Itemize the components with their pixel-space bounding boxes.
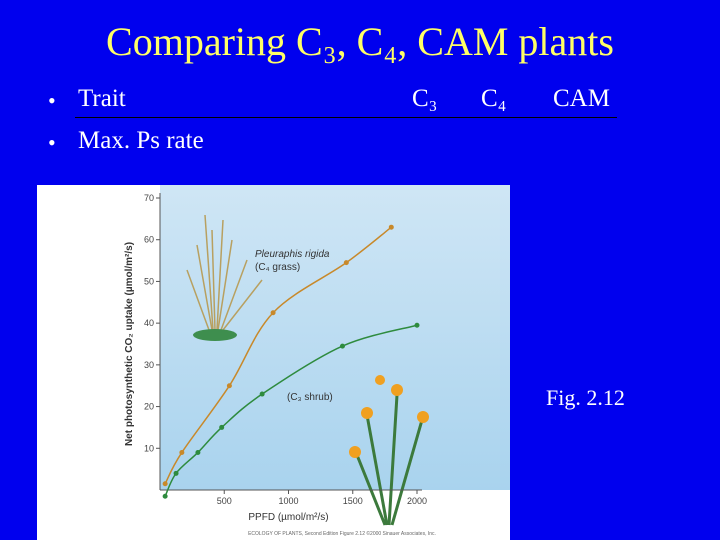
y-tick-label: 10 <box>144 443 154 453</box>
data-point <box>339 343 345 349</box>
series-label: (C₃ shrub) <box>287 392 333 403</box>
figure: 10 20 30 40 50 60 70 500 1000 1500 2000 PPFD (µmol/… <box>37 185 510 540</box>
data-point <box>219 424 225 430</box>
y-tick-label: 70 <box>144 193 154 203</box>
caption: Fig. 2.12 <box>546 385 625 410</box>
data-point <box>195 449 201 455</box>
bullet: • <box>48 130 56 155</box>
data-point <box>179 449 185 455</box>
data-point <box>343 260 349 266</box>
y-tick-label: 30 <box>144 360 154 370</box>
data-point <box>162 481 168 487</box>
x-tick-label: 1000 <box>278 496 298 506</box>
bullet: • <box>48 88 56 113</box>
annotation: (C₄ grass) <box>255 262 300 273</box>
data-point <box>226 383 232 389</box>
underline <box>75 117 617 118</box>
grass-illustration <box>186 214 263 341</box>
bullet-text: Trait <box>78 85 126 112</box>
x-tick-label: 1500 <box>343 496 363 506</box>
data-point <box>270 310 276 316</box>
column-header: C₃ <box>412 85 438 112</box>
series-label: Pleuraphis rigida <box>255 249 330 260</box>
data-point <box>259 391 265 397</box>
bullet-text: Max. Ps rate <box>78 127 204 154</box>
data-point <box>173 470 179 476</box>
data-point <box>162 493 168 499</box>
x-tick-label: 2000 <box>407 496 427 506</box>
y-axis-label: Net photosynthetic CO₂ uptake (µmol/m²/s… <box>124 242 135 446</box>
footer: ECOLOGY OF PLANTS, Second Edition Figure… <box>248 530 436 537</box>
column-header: CAM <box>553 85 610 112</box>
x-tick-label: 500 <box>217 496 232 506</box>
data-point <box>388 224 394 230</box>
column-header: C₄ <box>481 85 507 112</box>
y-tick-label: 40 <box>144 318 154 328</box>
x-axis-label: PPFD (µmol/m²/s) <box>248 512 328 523</box>
slide-title: Comparing C₃, C₄, CAM plants <box>106 19 614 64</box>
y-tick-label: 60 <box>144 235 154 245</box>
data-point <box>414 322 420 328</box>
y-tick-label: 50 <box>144 276 154 286</box>
y-tick-label: 20 <box>144 402 154 412</box>
shrub-illustration <box>349 375 429 526</box>
